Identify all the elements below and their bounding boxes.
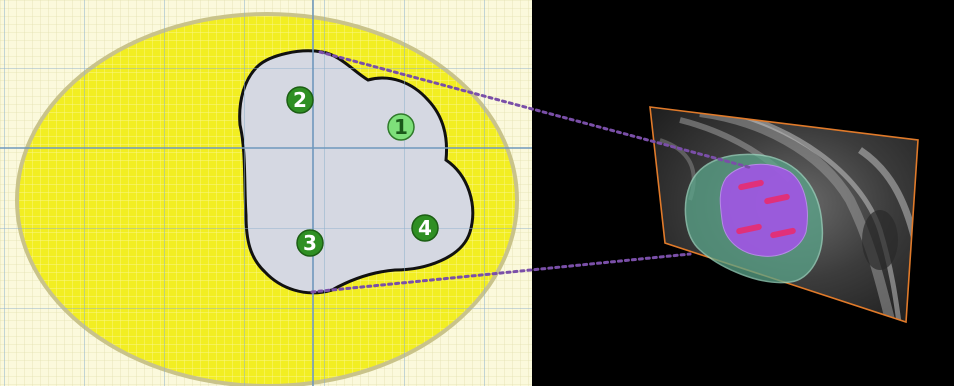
marker-4-circle xyxy=(411,214,439,242)
pink-rods xyxy=(736,179,796,239)
marker-2-label: 2 xyxy=(293,88,307,112)
render-panel xyxy=(532,0,954,386)
pink-rod xyxy=(738,179,764,191)
purple-volume xyxy=(719,163,808,257)
pink-rod xyxy=(770,227,796,239)
marker-2: 2 xyxy=(286,86,314,114)
connector-top xyxy=(318,50,754,170)
mri-slice-outline xyxy=(649,106,919,324)
marker-3-circle xyxy=(296,229,324,257)
major-grid xyxy=(0,0,532,386)
marker-3: 3 xyxy=(296,229,324,257)
grid-panel xyxy=(0,0,532,386)
marker-4-label: 4 xyxy=(418,216,432,240)
marker-4: 4 xyxy=(411,214,439,242)
marker-2-circle xyxy=(286,86,314,114)
marker-1-circle xyxy=(387,113,415,141)
pink-rod xyxy=(764,193,790,205)
marker-3-label: 3 xyxy=(303,231,317,255)
marker-1: 1 xyxy=(387,113,415,141)
pink-rod xyxy=(736,223,762,235)
marker-1-label: 1 xyxy=(394,115,408,139)
connector-bottom xyxy=(310,252,692,294)
